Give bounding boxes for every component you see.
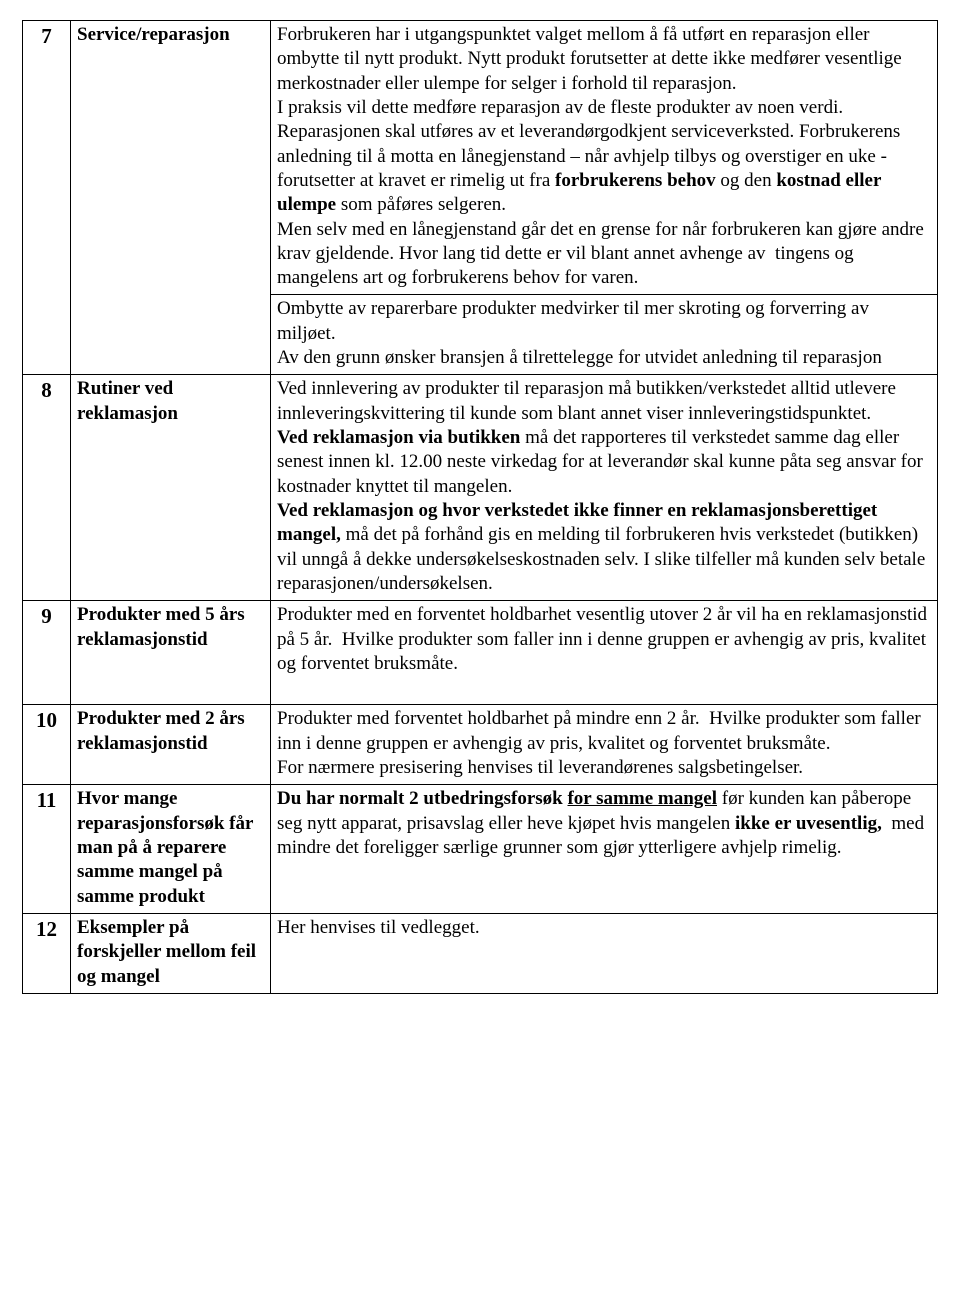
row-topic: Eksempler på forskjeller mellom feil og … (71, 913, 271, 993)
rules-table: 7 Service/reparasjon Forbrukeren har i u… (22, 20, 938, 994)
row-topic: Produkter med 2 års reklamasjonstid (71, 705, 271, 785)
row-body: Ved innlevering av produkter til reparas… (271, 375, 938, 601)
row-number: 9 (23, 601, 71, 705)
document-page: 7 Service/reparasjon Forbrukeren har i u… (0, 0, 960, 1024)
table-row: 10 Produkter med 2 års reklamasjonstid P… (23, 705, 938, 785)
row-body: Produkter med forventet holdbarhet på mi… (271, 705, 938, 785)
table-row: 9 Produkter med 5 års reklamasjonstid Pr… (23, 601, 938, 705)
row-body: Ombytte av reparerbare produkter medvirk… (271, 295, 938, 375)
row-body: Forbrukeren har i utgangspunktet valget … (271, 21, 938, 295)
row-number: 11 (23, 785, 71, 914)
row-number: 8 (23, 375, 71, 601)
table-row: 7 Service/reparasjon Forbrukeren har i u… (23, 21, 938, 295)
row-topic: Hvor mange reparasjonsforsøk får man på … (71, 785, 271, 914)
table-row: 12 Eksempler på forskjeller mellom feil … (23, 913, 938, 993)
row-body: Produkter med en forventet holdbarhet ve… (271, 601, 938, 705)
row-body: Du har normalt 2 utbedringsforsøk for sa… (271, 785, 938, 914)
row-number: 12 (23, 913, 71, 993)
row-number: 7 (23, 21, 71, 375)
row-topic: Produkter med 5 års reklamasjonstid (71, 601, 271, 705)
row-body: Her henvises til vedlegget. (271, 913, 938, 993)
row-topic: Service/reparasjon (71, 21, 271, 375)
row-number: 10 (23, 705, 71, 785)
table-row: 11 Hvor mange reparasjonsforsøk får man … (23, 785, 938, 914)
rules-table-body: 7 Service/reparasjon Forbrukeren har i u… (23, 21, 938, 994)
row-topic: Rutiner ved reklamasjon (71, 375, 271, 601)
table-row: 8 Rutiner ved reklamasjon Ved innleverin… (23, 375, 938, 601)
